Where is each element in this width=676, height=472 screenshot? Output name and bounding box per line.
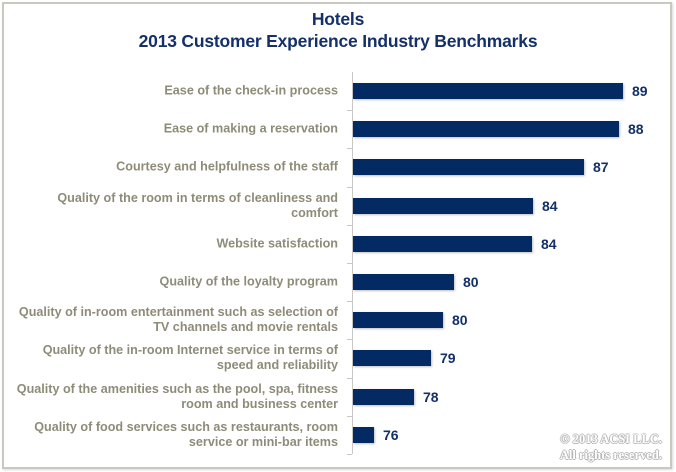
- axis-tick: [347, 110, 352, 111]
- bar-row: Courtesy and helpfulness of the staff 87: [0, 148, 676, 186]
- category-label: Quality of the in-room Internet service …: [42, 343, 338, 373]
- axis-tick: [347, 454, 352, 455]
- bar-row: Ease of the check-in process 89: [0, 72, 676, 110]
- axis-tick: [347, 301, 352, 302]
- bar: [353, 121, 619, 138]
- axis-tick: [347, 263, 352, 264]
- copyright-line-2: All rights reserved.: [559, 448, 662, 462]
- bar: [353, 312, 443, 329]
- bar: [353, 274, 454, 290]
- category-label: Quality of in-room entertainment such as…: [18, 305, 338, 335]
- value-label: 80: [452, 312, 468, 329]
- value-label: 78: [423, 388, 439, 405]
- axis-tick: [347, 378, 352, 379]
- bar-row: Quality of in-room entertainment such as…: [0, 301, 676, 339]
- bar: [353, 197, 533, 214]
- bar-row: Quality of food services such as restaur…: [0, 416, 676, 454]
- value-label: 87: [593, 159, 609, 176]
- value-label: 76: [383, 426, 399, 443]
- value-label: 88: [628, 121, 644, 138]
- category-label: Website satisfaction: [216, 236, 338, 251]
- category-label: Quality of the room in terms of cleanlin…: [57, 190, 338, 220]
- chart-subtitle: 2013 Customer Experience Industry Benchm…: [138, 31, 538, 51]
- copyright-notice: © 2013 ACSI LLC. All rights reserved.: [560, 431, 662, 463]
- axis-tick: [347, 225, 352, 226]
- bar: [353, 426, 374, 443]
- axis-tick: [347, 187, 352, 188]
- category-label: Quality of the loyalty program: [159, 274, 338, 289]
- bar-row: Quality of the in-room Internet service …: [0, 339, 676, 377]
- chart-title: Hotels: [311, 9, 365, 29]
- copyright-line-1: © 2013 ACSI LLC.: [560, 432, 662, 446]
- category-label: Quality of food services such as restaur…: [34, 419, 338, 449]
- axis-tick: [347, 148, 352, 149]
- category-label: Courtesy and helpfulness of the staff: [116, 159, 338, 174]
- category-label: Ease of the check-in process: [164, 83, 338, 98]
- axis-tick: [347, 416, 352, 417]
- bar: [353, 83, 623, 99]
- bar: [353, 350, 431, 367]
- value-label: 79: [440, 350, 456, 367]
- value-label: 89: [632, 83, 648, 99]
- bar: [353, 388, 414, 405]
- bar-row: Quality of the room in terms of cleanlin…: [0, 187, 676, 225]
- bar: [353, 159, 584, 176]
- value-label: 80: [463, 274, 479, 290]
- y-axis-line: [352, 72, 353, 454]
- category-label: Quality of the amenities such as the poo…: [16, 381, 338, 411]
- bar-row: Quality of the loyalty program 80: [0, 263, 676, 301]
- axis-tick: [347, 339, 352, 340]
- bar-row: Ease of making a reservation 88: [0, 110, 676, 148]
- value-label: 84: [542, 197, 558, 214]
- category-label: Ease of making a reservation: [163, 121, 338, 136]
- bar-row: Quality of the amenities such as the poo…: [0, 378, 676, 416]
- bar-row: Website satisfaction 84: [0, 225, 676, 263]
- bar: [353, 235, 532, 252]
- value-label: 84: [541, 235, 557, 252]
